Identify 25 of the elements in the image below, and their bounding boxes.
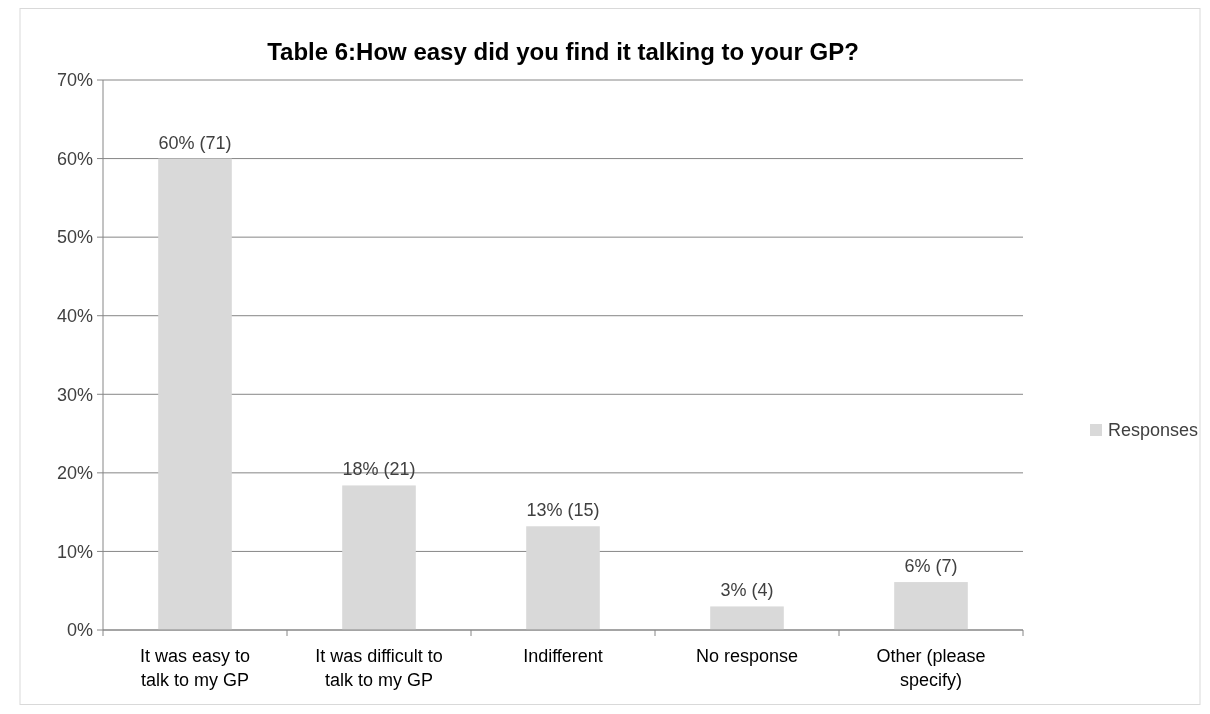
x-tick-label: Other (please specify) xyxy=(876,646,986,690)
chart-title: Table 6:How easy did you find it talking to your GP? xyxy=(267,38,859,65)
x-tick-label: It was easy to talk to my GP xyxy=(139,646,251,690)
legend-label: Responses xyxy=(1108,420,1199,441)
data-label: 3% (4) xyxy=(720,580,774,601)
bar xyxy=(158,158,232,630)
y-tick-label: 10% xyxy=(56,541,93,562)
y-tick-label: 70% xyxy=(56,70,93,91)
data-label: 60% (71) xyxy=(158,132,232,153)
bar xyxy=(710,606,784,630)
data-label: 18% (21) xyxy=(342,459,416,480)
y-tick-label: 30% xyxy=(56,384,93,405)
bar xyxy=(526,526,600,630)
data-label: 6% (7) xyxy=(904,556,958,577)
x-tick-label: Indifferent xyxy=(523,646,603,666)
y-tick-label: 0% xyxy=(66,620,93,641)
bar xyxy=(894,582,968,630)
y-tick-label: 60% xyxy=(56,148,93,169)
x-tick-label: It was difficult to talk to my GP xyxy=(315,646,443,690)
data-label: 13% (15) xyxy=(526,500,600,521)
bar xyxy=(342,485,416,630)
x-tick-label: No response xyxy=(695,646,799,666)
y-tick-label: 20% xyxy=(56,463,93,484)
y-tick-label: 50% xyxy=(56,227,93,248)
y-tick-label: 40% xyxy=(56,306,93,327)
